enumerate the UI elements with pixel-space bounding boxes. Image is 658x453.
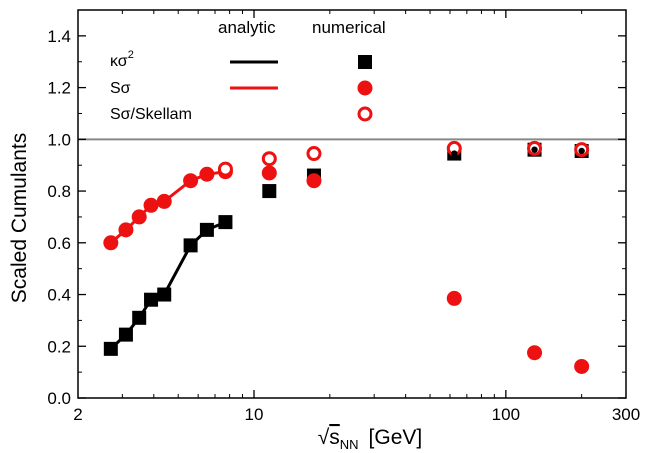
data-point-circle	[199, 166, 215, 182]
legend-marker-s-sigma-skellam	[357, 106, 373, 122]
y-tick-label: 1.2	[47, 79, 71, 98]
data-point-circle	[261, 165, 277, 181]
data-point-square	[132, 310, 147, 325]
data-point-square	[103, 341, 118, 356]
legend-label-kappa-sigma2-main: κσ	[110, 53, 128, 70]
x-tick-label: 2	[73, 405, 82, 424]
data-point-dot	[451, 150, 458, 157]
data-marks	[103, 140, 590, 374]
legend-label-s-sigma: Sσ	[110, 80, 131, 97]
series-4	[217, 140, 590, 177]
y-tick-label: 1.4	[47, 27, 71, 46]
y-axis-title: Scaled Cumulants	[8, 133, 31, 303]
x-axis-title-s: s	[329, 426, 340, 449]
data-point-open-circle	[306, 146, 322, 162]
series-5	[451, 146, 585, 157]
legend-label-kappa-sigma2: κσ2	[110, 49, 134, 70]
y-tick-label: 0.4	[47, 286, 71, 305]
data-point-square	[183, 238, 198, 253]
x-axis-title-sub: NN	[340, 437, 359, 452]
data-point-circle	[527, 345, 543, 361]
legend-label-s-sigma-skellam: Sσ/Skellam	[110, 106, 192, 123]
axis-labels: Scaled Cumulants √sNN [GeV]	[8, 133, 422, 452]
y-tick-label: 0.6	[47, 234, 71, 253]
data-point-circle	[574, 358, 590, 374]
data-point-circle	[306, 173, 322, 189]
plot-frame	[77, 9, 627, 399]
legend-marker-s-sigma	[357, 80, 373, 96]
data-point-circle	[156, 193, 172, 209]
x-axis-title: √sNN [GeV]	[318, 426, 423, 452]
data-point-square	[262, 184, 277, 199]
x-tick-label: 100	[492, 405, 520, 424]
data-point-circle	[118, 222, 134, 238]
data-point-open-circle	[261, 151, 277, 167]
data-point-square	[118, 327, 133, 342]
legend-header-analytic: analytic	[218, 18, 276, 37]
y-tick-label: 1.0	[47, 130, 71, 149]
legend-header-numerical: numerical	[312, 18, 386, 37]
data-point-circle	[143, 197, 159, 213]
data-point-open-circle	[217, 161, 233, 177]
axes: 0.0 0.2 0.4 0.6 0.8 1.0 1.2 1.4 2 10 100 300	[47, 9, 640, 424]
x-tick-label: 300	[612, 405, 640, 424]
data-point-circle	[131, 209, 147, 225]
x-axis-title-sqrt: √	[318, 426, 330, 449]
data-point-square	[157, 287, 172, 302]
series-1	[103, 142, 589, 356]
x-tick-label: 10	[245, 405, 264, 424]
data-point-square	[199, 222, 214, 237]
data-point-circle	[183, 173, 199, 189]
x-axis-title-unit: [GeV]	[369, 426, 423, 449]
legend-marker-kappa-sigma2	[358, 55, 372, 69]
y-tick-label: 0.2	[47, 337, 71, 356]
y-tick-label: 0.8	[47, 182, 71, 201]
legend: analytic numerical κσ2 Sσ Sσ/Skellam	[110, 18, 386, 123]
data-point-square	[144, 292, 159, 307]
data-point-square	[218, 215, 233, 230]
data-point-dot	[578, 147, 585, 155]
legend-label-kappa-sigma2-sup: 2	[128, 49, 134, 61]
y-tick-label: 0.0	[47, 389, 71, 408]
data-point-dot	[531, 146, 538, 153]
data-point-circle	[446, 290, 462, 306]
data-point-circle	[103, 235, 119, 251]
